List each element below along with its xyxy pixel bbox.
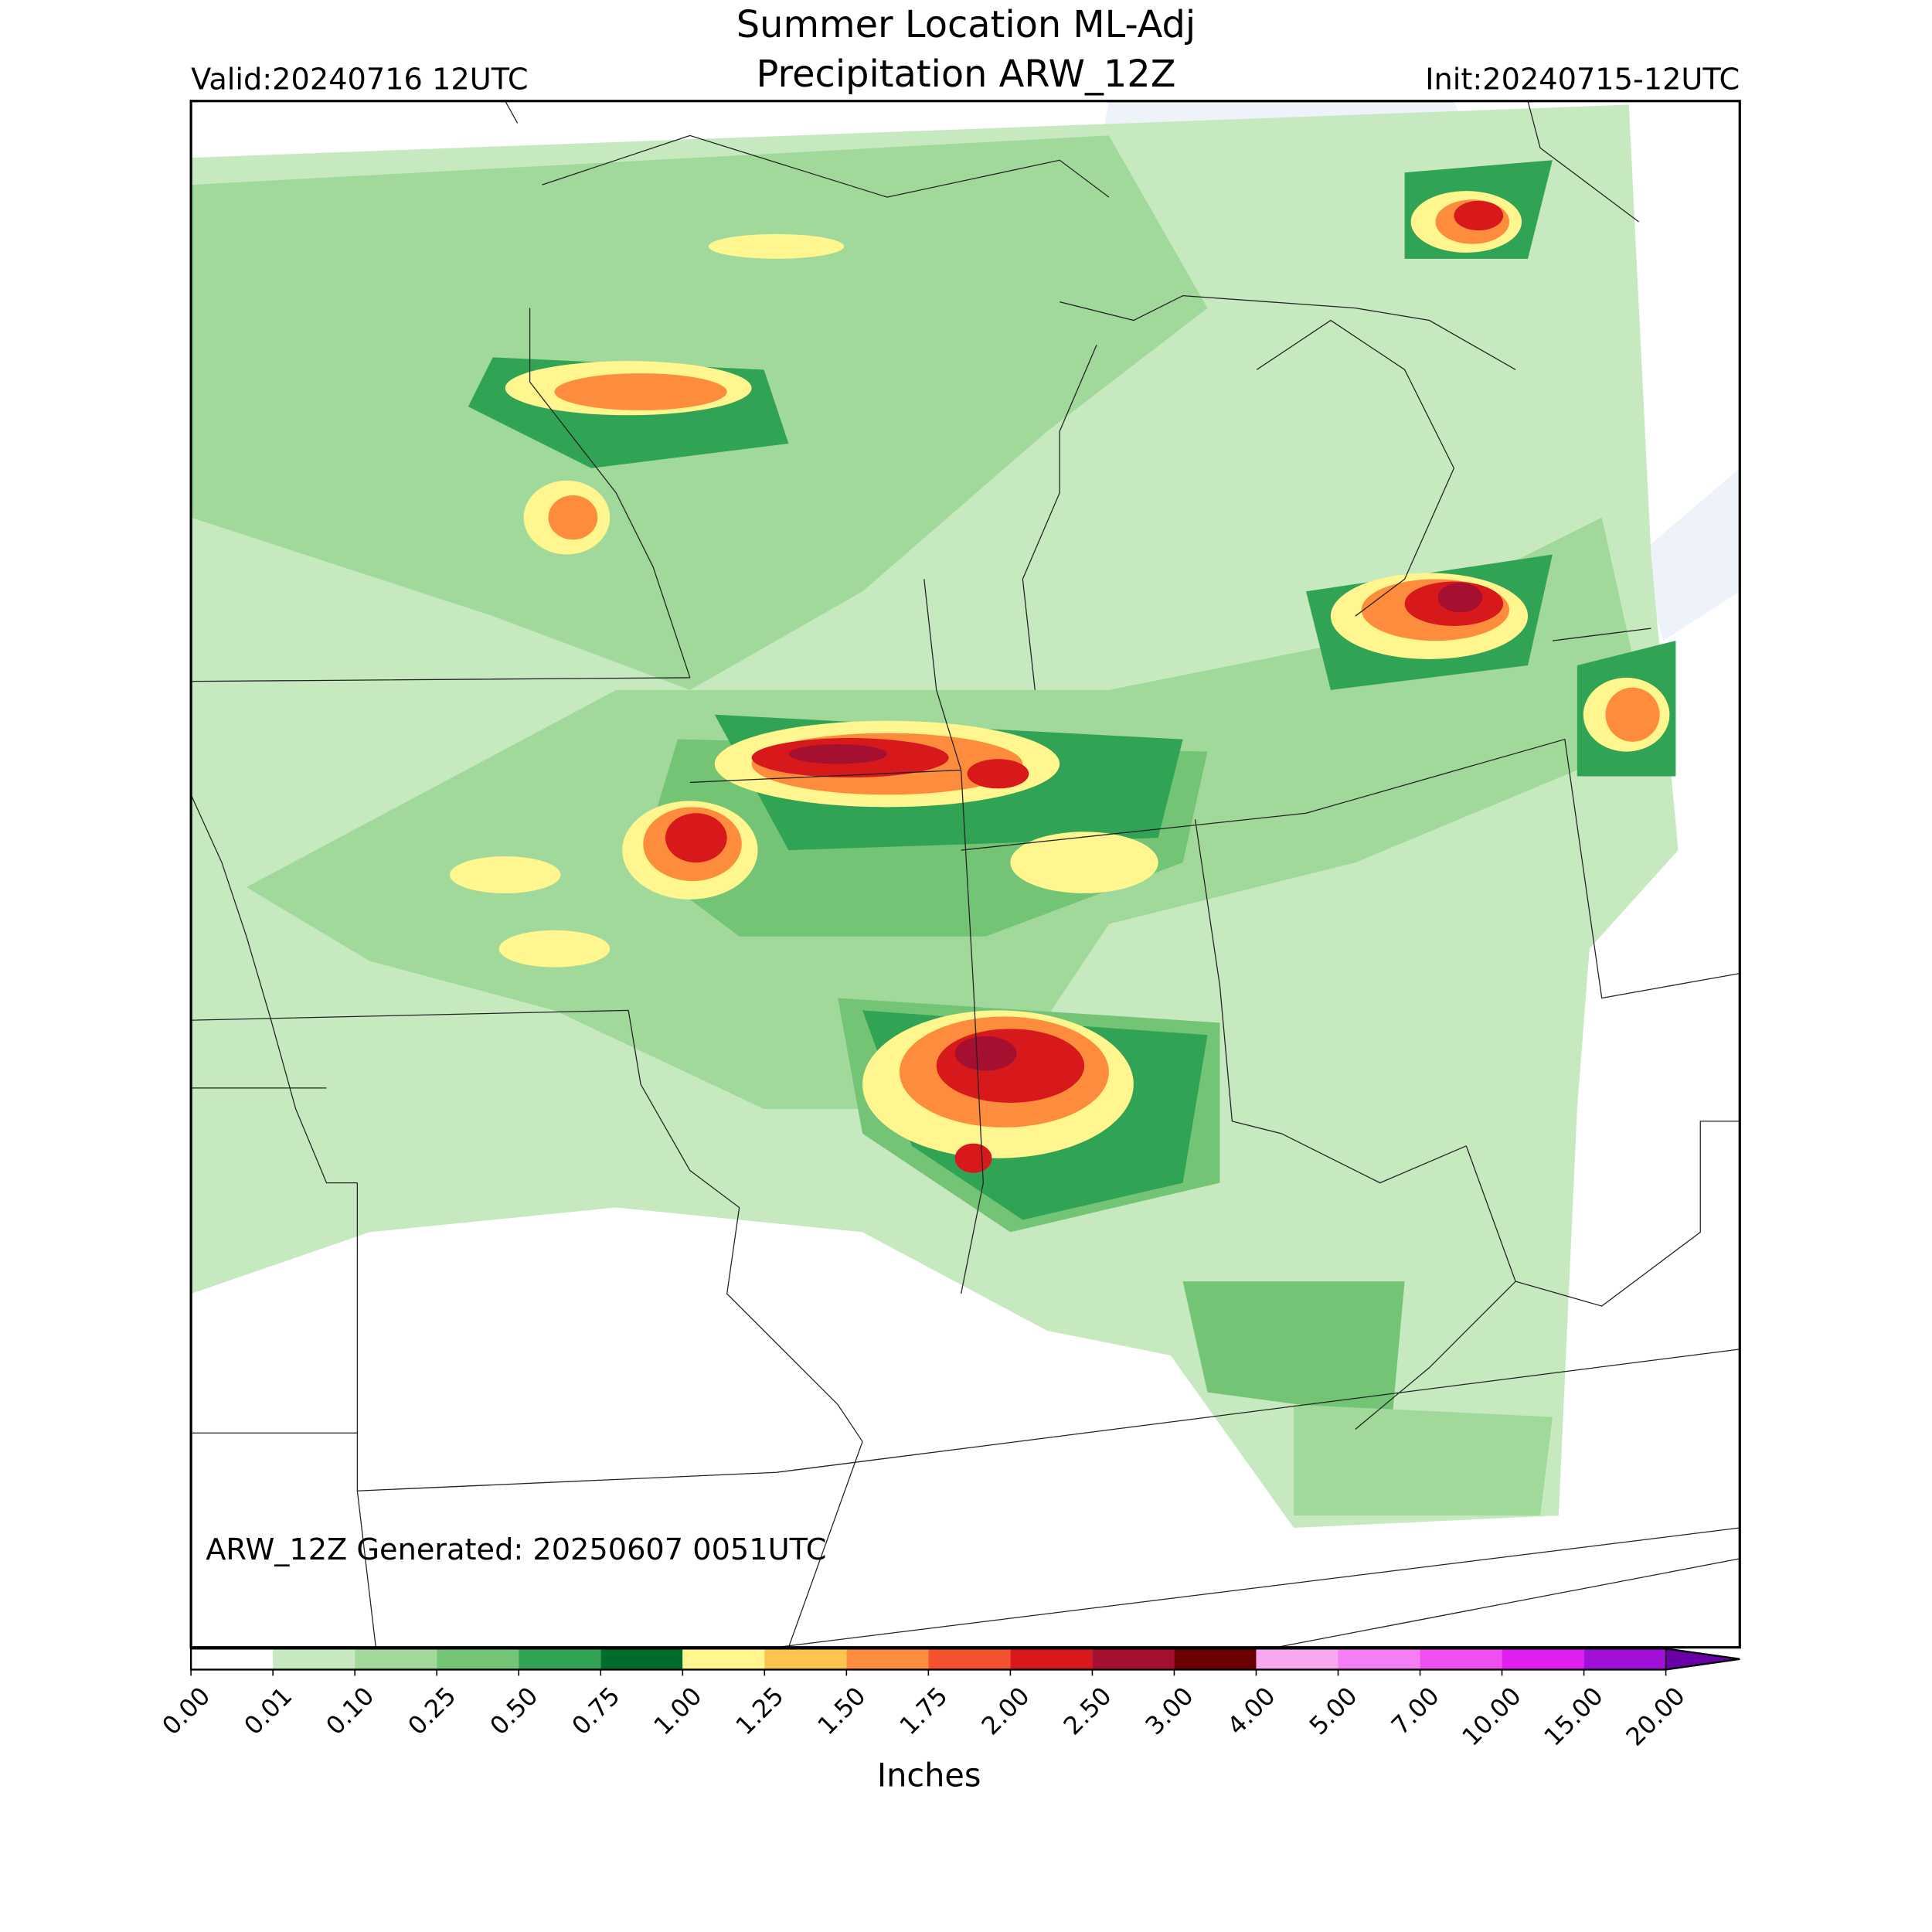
tick-label: 2.50 [1058, 1681, 1117, 1740]
colorbar-label: Inches [877, 1757, 981, 1794]
colorbar-segment [846, 1648, 929, 1670]
tick-label: 1.00 [648, 1681, 707, 1740]
init-time: Init:20240715-12UTC [1425, 63, 1740, 97]
colorbar-segment [600, 1648, 683, 1670]
colorbar: 0.00 0.01 0.10 0.25 0.50 0.75 1.00 1.25 1.50 1.75… [156, 1648, 1740, 1752]
colorbar-segment [273, 1648, 355, 1670]
colorbar-segment [682, 1648, 765, 1670]
colorbar-outline [189, 1648, 1740, 1671]
tick-label: 0.01 [238, 1681, 298, 1740]
generated-note: ARW_12Z Generated: 20250607 0051UTC [206, 1532, 826, 1567]
colorbar-segment [437, 1648, 519, 1670]
tick-label: 0.25 [402, 1681, 461, 1740]
colorbar-segment [1256, 1648, 1338, 1670]
tick-label: 10.00 [1456, 1681, 1526, 1751]
colorbar-segment [355, 1648, 437, 1670]
tick-label: 0.50 [484, 1681, 543, 1740]
colorbar-segment [191, 1648, 274, 1670]
tick-label: 2.00 [976, 1681, 1036, 1740]
colorbar-extend [1665, 1648, 1740, 1671]
colorbar-segment [1092, 1648, 1175, 1670]
tick-label: 1.50 [811, 1681, 871, 1740]
colorbar-segment [1174, 1648, 1257, 1670]
colorbar-segment [1010, 1648, 1093, 1670]
map: ARW_12Z Generated: 20250607 0051UTC [189, 100, 1741, 1649]
title: Precipitation ARW_12Z [757, 53, 1176, 96]
tick-label: 20.00 [1620, 1681, 1690, 1751]
title: Summer Location ML-Adj [736, 4, 1196, 46]
tick-label: 4.00 [1222, 1681, 1281, 1740]
colorbar-segment [519, 1648, 601, 1670]
tick-label: 15.00 [1538, 1681, 1608, 1751]
tick-label: 0.10 [320, 1681, 379, 1740]
tick-label: 3.00 [1140, 1681, 1199, 1740]
tick-label: 0.75 [566, 1681, 625, 1740]
colorbar-segment [1338, 1648, 1420, 1670]
colorbar-segment [1583, 1648, 1666, 1670]
map-frame [189, 100, 1741, 1649]
tick-label: 1.25 [730, 1681, 789, 1740]
colorbar-segment [764, 1648, 847, 1670]
tick-label: 1.75 [894, 1681, 954, 1740]
colorbar-segment [928, 1648, 1011, 1670]
colorbar-segment [1502, 1648, 1584, 1670]
tick-label: 5.00 [1304, 1681, 1363, 1740]
tick-label: 7.00 [1386, 1681, 1445, 1740]
valid-time: Valid:20240716 12UTC [191, 63, 528, 97]
colorbar-segment [1420, 1648, 1502, 1670]
tick-label: 0.00 [156, 1681, 216, 1740]
